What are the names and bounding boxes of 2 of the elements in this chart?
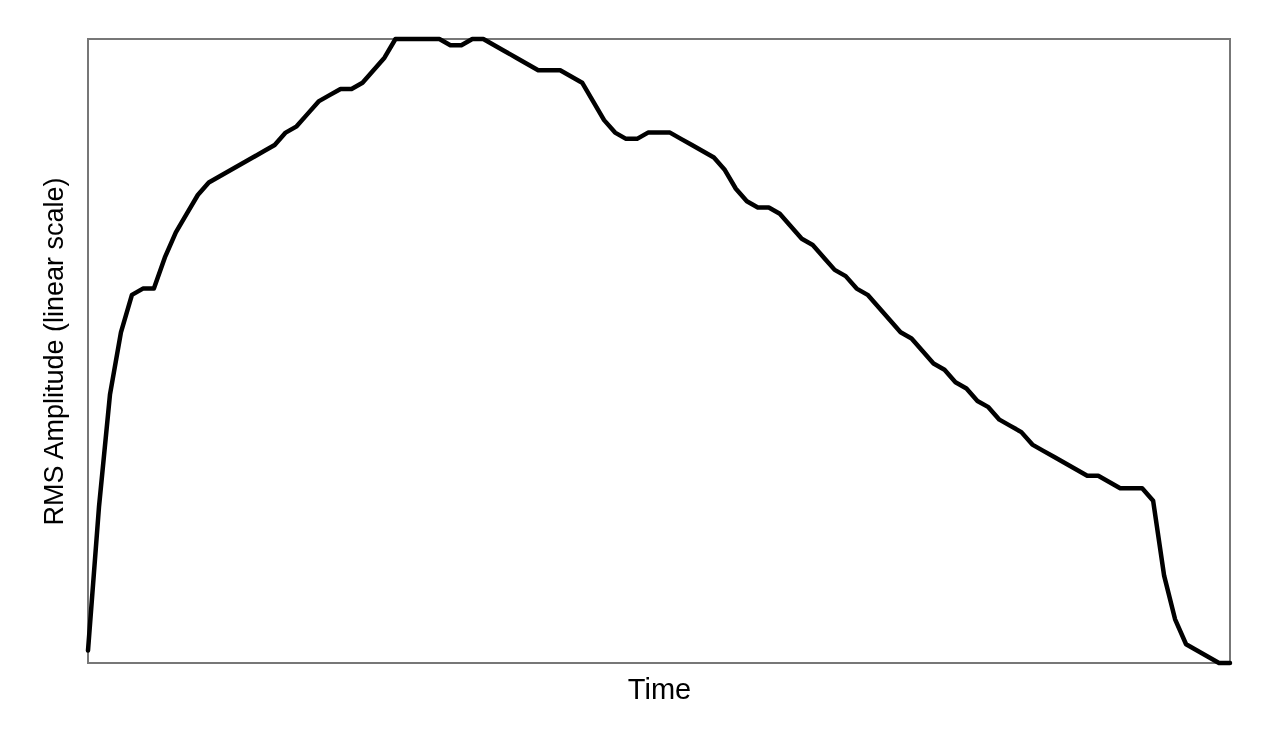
y-axis-title: RMS Amplitude (linear scale) (38, 177, 69, 526)
x-axis-title: Time (627, 672, 692, 705)
